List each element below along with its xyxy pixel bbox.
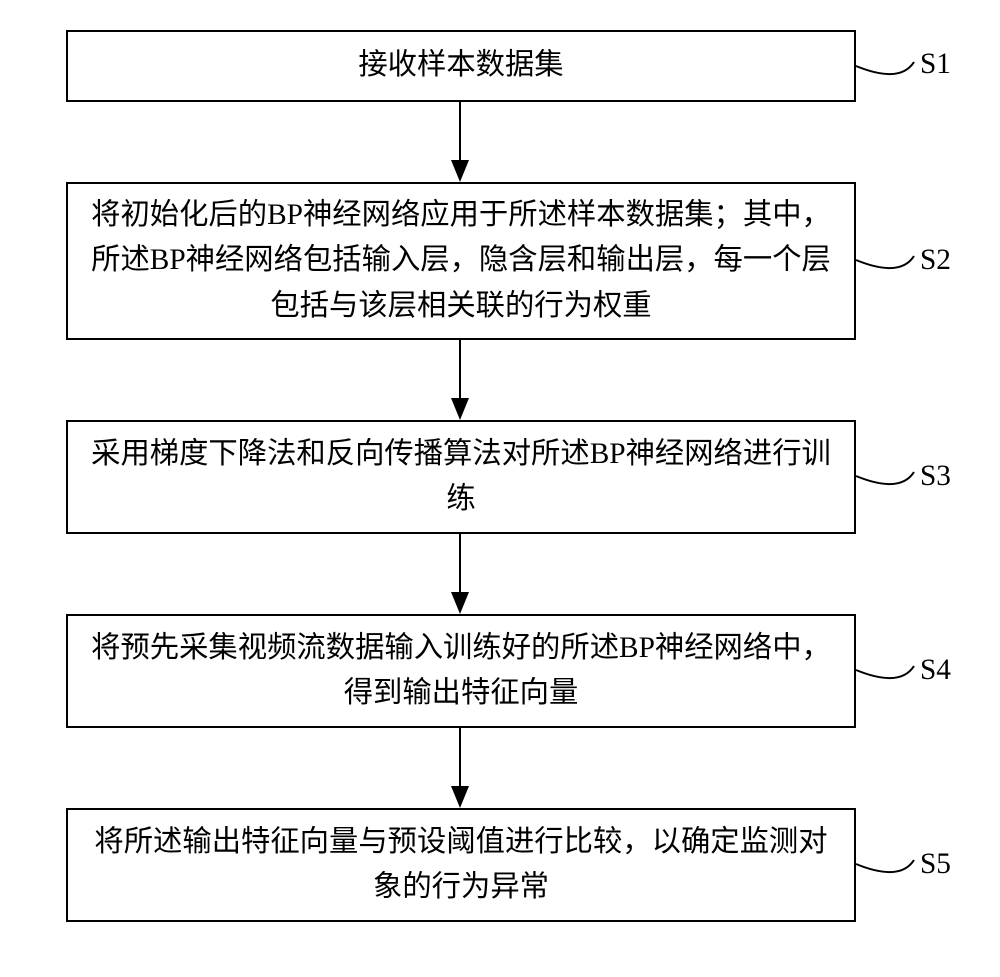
step-text: 采用梯度下降法和反向传播算法对所述BP神经网络进行训练 bbox=[82, 432, 840, 523]
flowchart-step-s1: 接收样本数据集 bbox=[66, 30, 856, 102]
step-text: 将所述输出特征向量与预设阈值进行比较，以确定监测对象的行为异常 bbox=[82, 820, 840, 911]
step-label-s2: S2 bbox=[920, 244, 951, 277]
step-label-s5: S5 bbox=[920, 848, 951, 881]
flowchart-step-s2: 将初始化后的BP神经网络应用于所述样本数据集；其中，所述BP神经网络包括输入层，… bbox=[66, 182, 856, 340]
flowchart-canvas: 接收样本数据集 将初始化后的BP神经网络应用于所述样本数据集；其中，所述BP神经… bbox=[0, 0, 1000, 977]
step-label-s3: S3 bbox=[920, 460, 951, 493]
flowchart-step-s4: 将预先采集视频流数据输入训练好的所述BP神经网络中，得到输出特征向量 bbox=[66, 614, 856, 728]
step-label-s1: S1 bbox=[920, 48, 951, 81]
step-text: 接收样本数据集 bbox=[358, 43, 563, 88]
flowchart-step-s3: 采用梯度下降法和反向传播算法对所述BP神经网络进行训练 bbox=[66, 420, 856, 534]
step-label-s4: S4 bbox=[920, 654, 951, 687]
step-text: 将预先采集视频流数据输入训练好的所述BP神经网络中，得到输出特征向量 bbox=[82, 626, 840, 717]
flowchart-step-s5: 将所述输出特征向量与预设阈值进行比较，以确定监测对象的行为异常 bbox=[66, 808, 856, 922]
step-text: 将初始化后的BP神经网络应用于所述样本数据集；其中，所述BP神经网络包括输入层，… bbox=[82, 193, 840, 329]
